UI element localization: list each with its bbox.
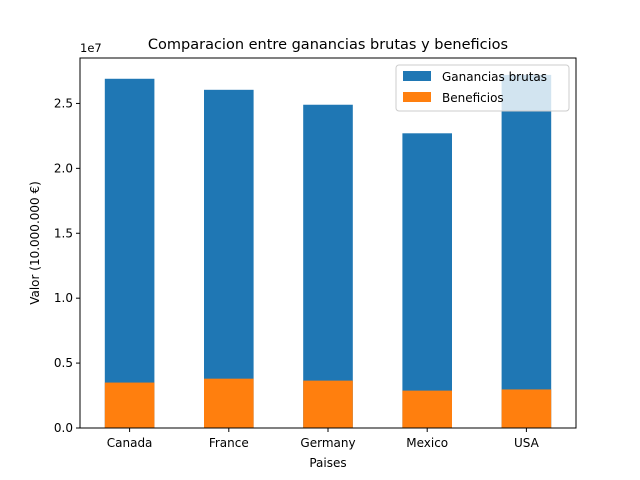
- x-tick-label: Mexico: [406, 436, 448, 450]
- bar-gross-france: [204, 89, 254, 429]
- y-tick-label: 2.0: [54, 161, 73, 175]
- bar-profit-germany: [303, 380, 353, 428]
- x-tick-label: Germany: [300, 436, 355, 450]
- y-tick-label: 2.5: [54, 96, 73, 110]
- legend-swatch: [403, 71, 431, 81]
- bar-profit-usa: [501, 389, 552, 428]
- legend-swatch: [403, 92, 431, 102]
- bar-profit-france: [204, 378, 254, 428]
- x-tick-label: USA: [514, 436, 540, 450]
- x-axis-ticks: Canada France Germany Mexico USA: [107, 428, 540, 450]
- y-axis-ticks: 0.0 0.5 1.0 1.5 2.0 2.5: [54, 96, 80, 435]
- bar-gross-mexico: [402, 133, 452, 428]
- y-tick-label: 1.0: [54, 291, 73, 305]
- y-tick-label: 0.0: [54, 421, 73, 435]
- y-tick-label: 0.5: [54, 356, 73, 370]
- bar-gross-canada: [104, 78, 155, 429]
- x-axis-label: Paises: [309, 456, 346, 470]
- bar-gross-germany: [303, 104, 353, 428]
- x-tick-label: Canada: [107, 436, 153, 450]
- x-tick-label: France: [209, 436, 249, 450]
- bar-profit-canada: [104, 382, 155, 428]
- bar-gross-usa: [501, 74, 552, 428]
- legend: Ganancias brutas Beneficios: [395, 64, 570, 112]
- chart-title: Comparacion entre ganancias brutas y ben…: [148, 37, 508, 53]
- legend-label: Ganancias brutas: [442, 70, 547, 84]
- legend-box: [395, 64, 570, 112]
- y-axis-offset-text: 1e7: [80, 41, 102, 55]
- y-tick-label: 1.5: [54, 226, 73, 240]
- bar-profit-mexico: [402, 390, 452, 428]
- legend-label: Beneficios: [442, 91, 504, 105]
- y-axis-label: Valor (10.000.000 €): [28, 181, 42, 305]
- bar-layer: [104, 74, 552, 429]
